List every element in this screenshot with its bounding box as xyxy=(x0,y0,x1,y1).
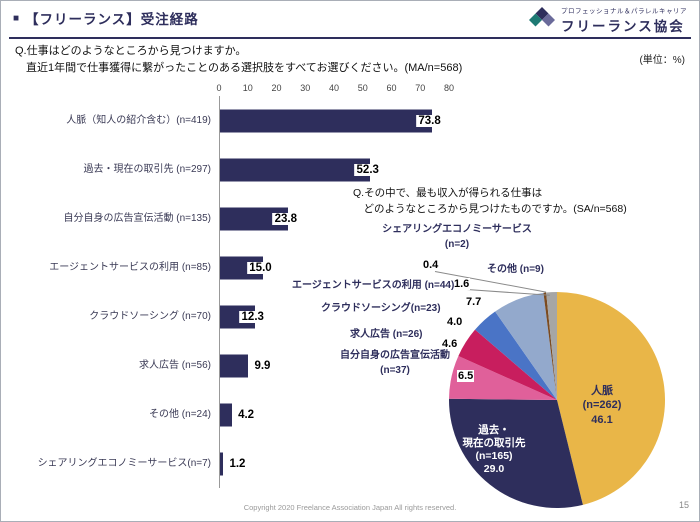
pie-value-agent-service: 7.7 xyxy=(465,296,483,308)
pie-slice-6 xyxy=(543,292,557,400)
bar-row: 過去・現在の取引先 (n=297) 52.3 xyxy=(11,145,491,194)
x-axis-tick: 20 xyxy=(271,83,282,93)
logo-name: フリーランス協会 xyxy=(561,19,685,34)
bar-category-label: 求人広告 (n=56) xyxy=(139,359,211,371)
pie-slice-4 xyxy=(475,311,557,400)
pie-value-other: 1.6 xyxy=(453,278,471,290)
bar-track: 23.8 xyxy=(219,194,475,243)
freelance-association-logo: プロフェッショナル＆パラレルキャリア フリーランス協会 xyxy=(528,5,687,35)
bar-row: 求人広告 (n=56) 9.9 xyxy=(11,341,491,390)
bar-value-label: 12.3 xyxy=(239,310,266,323)
bar xyxy=(220,354,249,377)
pie-label-agent-service: エージェントサービスの利用 (n=44) xyxy=(292,280,455,291)
x-axis-tick: 50 xyxy=(357,83,368,93)
copyright-text: Copyright 2020 Freelance Association Jap… xyxy=(243,503,457,512)
x-axis-tick: 30 xyxy=(300,83,311,93)
pie-value-job-ads: 4.6 xyxy=(441,338,459,350)
bar-value-label: 15.0 xyxy=(247,261,274,274)
pie-svg xyxy=(449,292,666,509)
unit-label: (単位：%) xyxy=(639,55,685,66)
pie-label-crowdsourcing: クラウドソーシング(n=23) xyxy=(321,303,441,314)
x-axis-tick: 10 xyxy=(242,83,253,93)
page-title: ■ 【フリーランス】受注経路 xyxy=(13,8,199,28)
pie-value-crowdsourcing: 4.0 xyxy=(446,316,464,328)
bar-row: クラウドソーシング (n=70) 12.3 xyxy=(11,292,491,341)
bar-value-label: 1.2 xyxy=(227,457,248,470)
bar-category-label: エージェントサービスの利用 (n=85) xyxy=(49,261,211,273)
bar-track: 73.8 xyxy=(219,96,475,145)
bar xyxy=(220,452,224,475)
bar-row: 人脈（知人の紹介含む）(n=419) 73.8 xyxy=(11,96,491,145)
bar-track: 52.3 xyxy=(219,145,475,194)
bar-category-label: シェアリングエコノミーサービス(n=7) xyxy=(37,457,211,469)
bar-chart: 0 10 20 30 40 50 60 70 80 人脈（知人の紹介含む）(n=419) 73.8… xyxy=(11,83,491,488)
freelance-association-logo-icon xyxy=(529,7,555,27)
bar-chart-question: Q.仕事はどのようなところから見つけますか。 直近1年間で仕事獲得に繋がったこと… xyxy=(15,45,463,74)
bar-value-label: 4.2 xyxy=(236,408,257,421)
x-axis-tick: 80 xyxy=(443,83,455,93)
pie-value-self-promotion: 6.5 xyxy=(457,370,475,382)
bar-row: 自分自身の広告宣伝活動 (n=135) 23.8 xyxy=(11,194,491,243)
pie-slice-1 xyxy=(449,398,583,509)
bar-track: 12.3 xyxy=(219,292,475,341)
pie-slice-2 xyxy=(449,355,557,400)
pie-label-self-promotion: 自分自身の広告宣伝活動 (n=37) xyxy=(340,350,450,376)
pie-slice-7 xyxy=(546,292,557,400)
bar-category-label: クラウドソーシング (n=70) xyxy=(89,310,211,322)
logo-tagline: プロフェッショナル＆パラレルキャリア xyxy=(561,8,687,15)
header-divider xyxy=(9,37,691,39)
bar-category-label: その他 (n=24) xyxy=(149,408,211,420)
bar-row: その他 (n=24) 4.2 xyxy=(11,390,491,439)
x-axis-tick: 40 xyxy=(328,83,340,93)
bar xyxy=(220,207,289,230)
pie-label-other: その他 (n=9) xyxy=(487,264,544,275)
pie-chart-question: Q.その中で、最も収入が得られる仕事は どのようなところから見つけたものですか。… xyxy=(353,187,627,216)
bar-category-label: 自分自身の広告宣伝活動 (n=135) xyxy=(63,212,211,224)
pie-slice-5 xyxy=(495,292,557,400)
bar-value-label: 23.8 xyxy=(272,212,299,225)
bar-track: 1.2 xyxy=(219,439,475,488)
pie-label-job-ads: 求人広告 (n=26) xyxy=(350,329,423,340)
pie-slice-3 xyxy=(458,329,557,400)
page-number: 15 xyxy=(678,500,689,510)
x-axis-tick: 70 xyxy=(415,83,426,93)
x-axis-tick: 0 xyxy=(216,83,222,93)
bar-rows: 人脈（知人の紹介含む）(n=419) 73.8 過去・現在の取引先 (n=297) 5… xyxy=(11,96,491,488)
bar-value-label: 52.3 xyxy=(354,163,381,176)
bar xyxy=(220,109,433,132)
bar-track: 9.9 xyxy=(219,341,475,390)
pie-slice-0 xyxy=(557,292,666,505)
x-axis: 0 10 20 30 40 50 60 70 80 xyxy=(216,83,459,96)
bar-value-label: 9.9 xyxy=(252,359,273,372)
page-title-text: 【フリーランス】受注経路 xyxy=(25,12,199,27)
x-axis-tick: 60 xyxy=(386,83,397,93)
pie-label-sharing-economy: シェアリングエコノミーサービス (n=2) xyxy=(382,224,532,250)
bar xyxy=(220,158,371,181)
bar-category-label: 人脈（知人の紹介含む）(n=419) xyxy=(66,114,211,126)
bar-value-label: 73.8 xyxy=(416,114,443,127)
title-bullet-icon: ■ xyxy=(13,12,21,24)
pie-value-sharing-economy: 0.4 xyxy=(422,259,440,271)
bar-row: エージェントサービスの利用 (n=85) 15.0 xyxy=(11,243,491,292)
bar-track: 15.0 xyxy=(219,243,475,292)
pie-label-network: 人脈 (n=262) 46.1 xyxy=(582,385,622,426)
bar-track: 4.2 xyxy=(219,390,475,439)
bar xyxy=(220,403,233,426)
logo-text: プロフェッショナル＆パラレルキャリア フリーランス協会 xyxy=(561,5,687,35)
pie-label-past-current-clients: 過去・ 現在の取引先 (n=165) 29.0 xyxy=(462,424,526,476)
bar-row: シェアリングエコノミーサービス(n=7) 1.2 xyxy=(11,439,491,488)
bar-category-label: 過去・現在の取引先 (n=297) xyxy=(83,163,211,175)
